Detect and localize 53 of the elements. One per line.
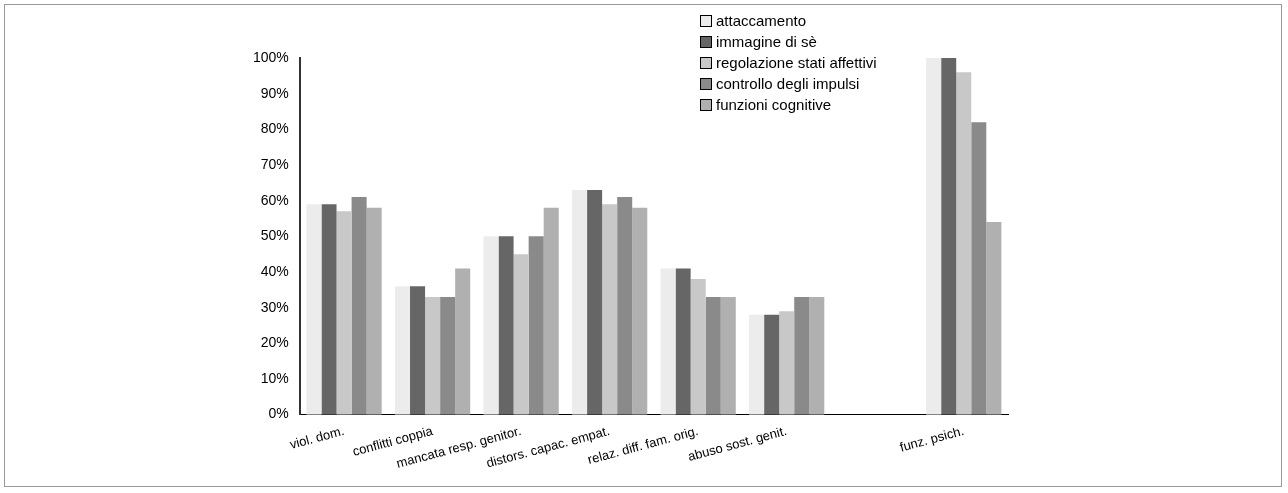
bar	[528, 236, 544, 415]
bar	[926, 58, 942, 415]
bar	[941, 58, 957, 415]
bar	[513, 254, 529, 415]
y-tick-label: 60%	[260, 191, 289, 208]
legend-label: immagine di sè	[716, 32, 817, 52]
bar	[306, 204, 322, 415]
legend-label: funzioni cognitive	[716, 95, 832, 115]
bar	[425, 296, 441, 415]
bar	[410, 286, 426, 415]
bar	[809, 296, 825, 415]
bar	[794, 296, 810, 415]
bar	[660, 268, 676, 415]
bar	[394, 286, 411, 415]
bar	[351, 197, 367, 415]
bar	[543, 207, 559, 415]
bar	[632, 207, 648, 415]
bar	[617, 197, 633, 415]
y-tick-label: 30%	[260, 298, 289, 315]
bar	[440, 296, 456, 415]
y-tick-label: 100%	[252, 48, 289, 65]
y-tick-label: 90%	[260, 84, 289, 101]
bar	[690, 279, 706, 415]
y-tick-label: 40%	[260, 262, 289, 279]
legend-label: attaccamento	[716, 11, 807, 31]
x-tick-label: viol. dom.	[288, 423, 346, 452]
legend-label: regolazione stati affettivi	[716, 53, 877, 73]
bar	[455, 268, 471, 415]
bar	[587, 189, 603, 415]
legend-label: controllo degli impulsi	[716, 74, 860, 94]
bar	[675, 268, 691, 415]
y-tick-label: 50%	[260, 227, 289, 244]
bar	[705, 296, 721, 415]
bar	[366, 207, 382, 415]
y-tick-label: 80%	[260, 120, 289, 137]
y-tick-label: 20%	[260, 334, 289, 351]
y-tick-label: 0%	[268, 405, 289, 422]
bar	[986, 222, 1002, 415]
bar	[572, 189, 588, 415]
bar	[956, 72, 972, 415]
bar	[321, 204, 337, 415]
bar	[498, 236, 514, 415]
x-tick-label: funz. psich.	[898, 423, 966, 455]
y-tick-label: 10%	[260, 369, 289, 386]
bar	[779, 311, 795, 415]
bar	[720, 296, 736, 415]
bar	[764, 314, 780, 415]
bar	[336, 211, 352, 415]
bar	[749, 314, 765, 415]
y-tick-label: 70%	[260, 155, 289, 172]
bar	[602, 204, 618, 415]
bar	[971, 122, 987, 415]
bar	[483, 236, 499, 415]
